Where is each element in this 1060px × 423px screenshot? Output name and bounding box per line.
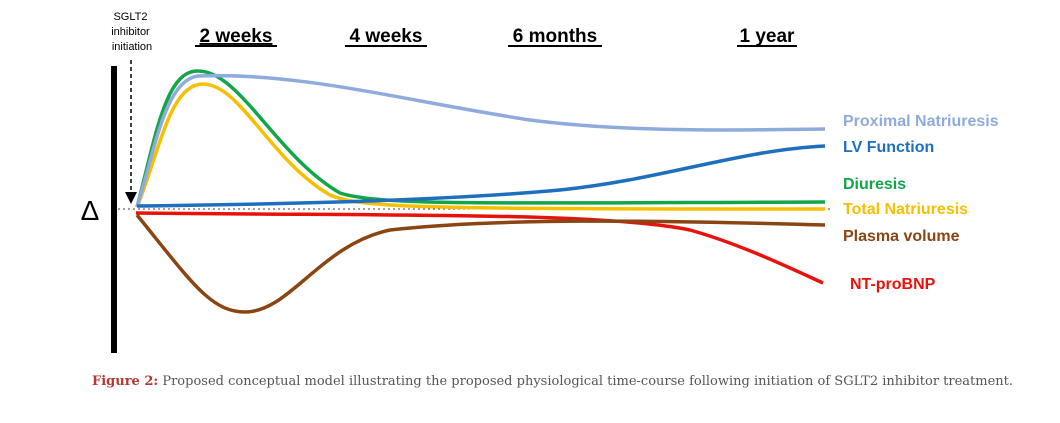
label-diuresis: Diuresis xyxy=(843,176,906,193)
curve-lv-function xyxy=(136,144,826,208)
label-lv-function: LV Function xyxy=(843,139,934,156)
timepoint-1-year: 1 year xyxy=(740,26,796,47)
label-total-natriuresis: Total Natriuresis xyxy=(843,201,968,218)
curve-plasma-volume xyxy=(135,213,826,314)
initiation-arrowhead xyxy=(125,192,137,204)
initiation-label: SGLT2 inhibitor initiation xyxy=(111,11,153,53)
timepoint-6-months: 6 months xyxy=(513,26,597,47)
curve-total-natriuresis xyxy=(135,82,826,211)
curve-diuresis xyxy=(135,69,826,208)
initiation-line-3: initiation xyxy=(112,41,152,53)
curve-proximal-natriuresis xyxy=(135,73,826,208)
figure-caption: Figure 2: Proposed conceptual model illu… xyxy=(92,374,1013,389)
timepoint-2-weeks: 2 weeks xyxy=(200,26,273,47)
label-nt-probnp: NT-proBNP xyxy=(850,276,936,293)
timepoint-4-weeks: 4 weeks xyxy=(350,26,423,47)
caption-text: Proposed conceptual model illustrating t… xyxy=(162,374,1014,389)
caption-label: Figure 2: xyxy=(92,374,159,389)
label-plasma-volume: Plasma volume xyxy=(843,228,960,245)
initiation-line-2: inhibitor xyxy=(111,26,150,38)
y-axis-bar xyxy=(111,66,117,353)
time-course-diagram: SGLT2 inhibitor initiation Δ 2 weeks 4 w… xyxy=(81,11,999,353)
label-proximal-natriuresis: Proximal Natriuresis xyxy=(843,113,999,130)
initiation-line-1: SGLT2 xyxy=(113,11,147,23)
delta-symbol: Δ xyxy=(81,195,100,226)
